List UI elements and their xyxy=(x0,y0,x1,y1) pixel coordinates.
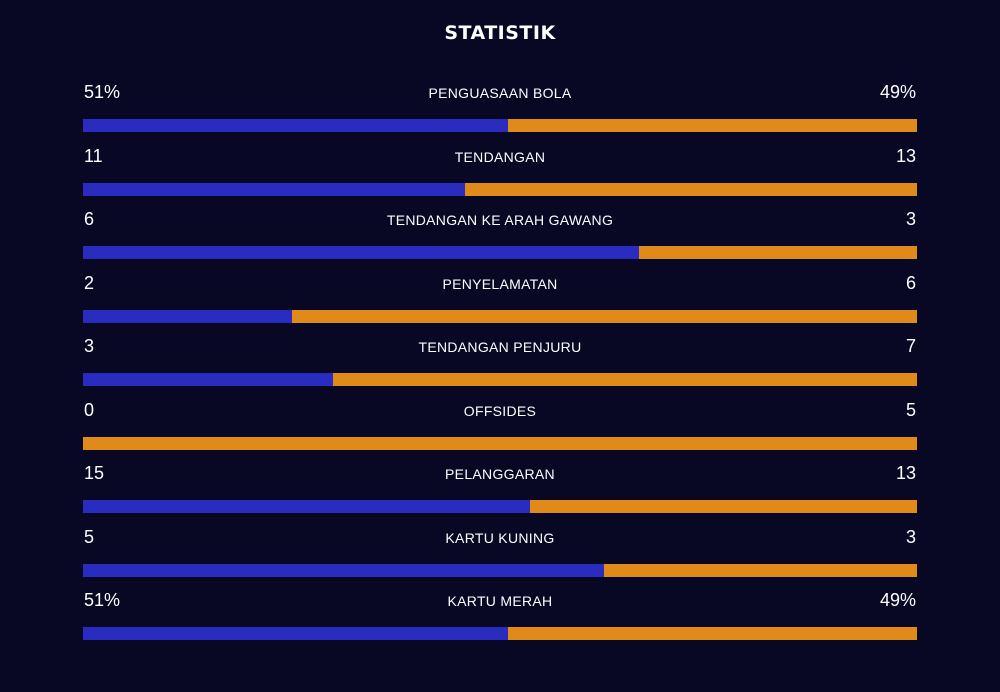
stat-label: KARTU KUNING xyxy=(445,529,555,546)
comparison-bar xyxy=(83,563,917,577)
stat-row-shots: 11 TENDANGAN 13 xyxy=(83,144,917,208)
stat-label: PELANGGARAN xyxy=(445,466,555,482)
comparison-bar xyxy=(83,182,917,196)
stat-label: KARTU MERAH xyxy=(447,593,553,609)
home-bar-fill xyxy=(83,373,334,386)
away-value: 3 xyxy=(905,209,916,229)
away-value: 13 xyxy=(895,463,916,483)
home-value: 51% xyxy=(84,82,121,102)
away-bar-fill xyxy=(464,182,917,196)
home-value: 2 xyxy=(84,272,95,293)
home-value: 0 xyxy=(84,399,95,420)
away-value: 3 xyxy=(905,526,916,547)
home-value: 11 xyxy=(84,145,103,166)
away-bar-fill xyxy=(508,627,917,640)
comparison-bar xyxy=(83,436,917,450)
away-bar-fill xyxy=(508,119,917,132)
stat-label: OFFSIDES xyxy=(463,402,537,419)
stat-label: PENYELAMATAN xyxy=(442,275,558,292)
home-bar-fill xyxy=(83,627,509,640)
stats-list: 51% PENGUASAAN BOLA 49% 11 TENDANGAN 13 xyxy=(83,80,917,652)
away-bar-fill xyxy=(291,309,917,323)
away-bar-fill xyxy=(530,500,917,513)
home-value: 51% xyxy=(84,590,121,610)
away-bar-fill xyxy=(83,436,917,450)
stat-row-saves: 2 PENYELAMATAN 6 xyxy=(83,271,917,335)
home-bar-fill xyxy=(83,246,640,259)
away-value: 6 xyxy=(905,272,916,293)
home-value: 5 xyxy=(84,526,95,547)
away-bar-fill xyxy=(333,373,917,386)
stat-row-possession: 51% PENGUASAAN BOLA 49% xyxy=(83,80,917,144)
away-value: 49% xyxy=(879,82,916,102)
stat-row-fouls: 15 PELANGGARAN 13 xyxy=(83,461,917,525)
comparison-bar xyxy=(83,373,917,386)
home-value: 15 xyxy=(84,463,105,483)
stat-row-corners: 3 TENDANGAN PENJURU 7 xyxy=(83,334,917,398)
home-bar-fill xyxy=(83,563,605,577)
comparison-bar xyxy=(83,246,917,259)
away-value: 13 xyxy=(895,145,916,166)
home-bar-fill xyxy=(83,500,531,513)
stat-row-offsides: 0 OFFSIDES 5 xyxy=(83,398,917,462)
away-bar-fill xyxy=(639,246,917,259)
comparison-bar xyxy=(83,119,917,132)
comparison-bar xyxy=(83,309,917,323)
home-value: 6 xyxy=(84,209,95,229)
stat-row-shots-on-target: 6 TENDANGAN KE ARAH GAWANG 3 xyxy=(83,207,917,271)
home-bar-fill xyxy=(83,309,292,323)
away-bar-fill xyxy=(604,563,917,577)
stat-label: TENDANGAN PENJURU xyxy=(418,339,582,355)
away-value: 49% xyxy=(879,590,916,610)
comparison-bar xyxy=(83,627,917,640)
stat-row-red-cards: 51% KARTU MERAH 49% xyxy=(83,588,917,652)
home-bar-fill xyxy=(83,119,509,132)
home-value: 3 xyxy=(84,336,95,356)
comparison-bar xyxy=(83,500,917,513)
stat-label: TENDANGAN xyxy=(454,148,546,165)
stat-label: TENDANGAN KE ARAH GAWANG xyxy=(386,212,614,228)
panel-title: STATISTIK xyxy=(444,22,556,44)
stat-row-yellow-cards: 5 KARTU KUNING 3 xyxy=(83,525,917,589)
away-value: 5 xyxy=(905,399,916,420)
away-value: 7 xyxy=(905,336,916,356)
stat-label: PENGUASAAN BOLA xyxy=(428,85,572,101)
home-bar-fill xyxy=(83,182,465,196)
